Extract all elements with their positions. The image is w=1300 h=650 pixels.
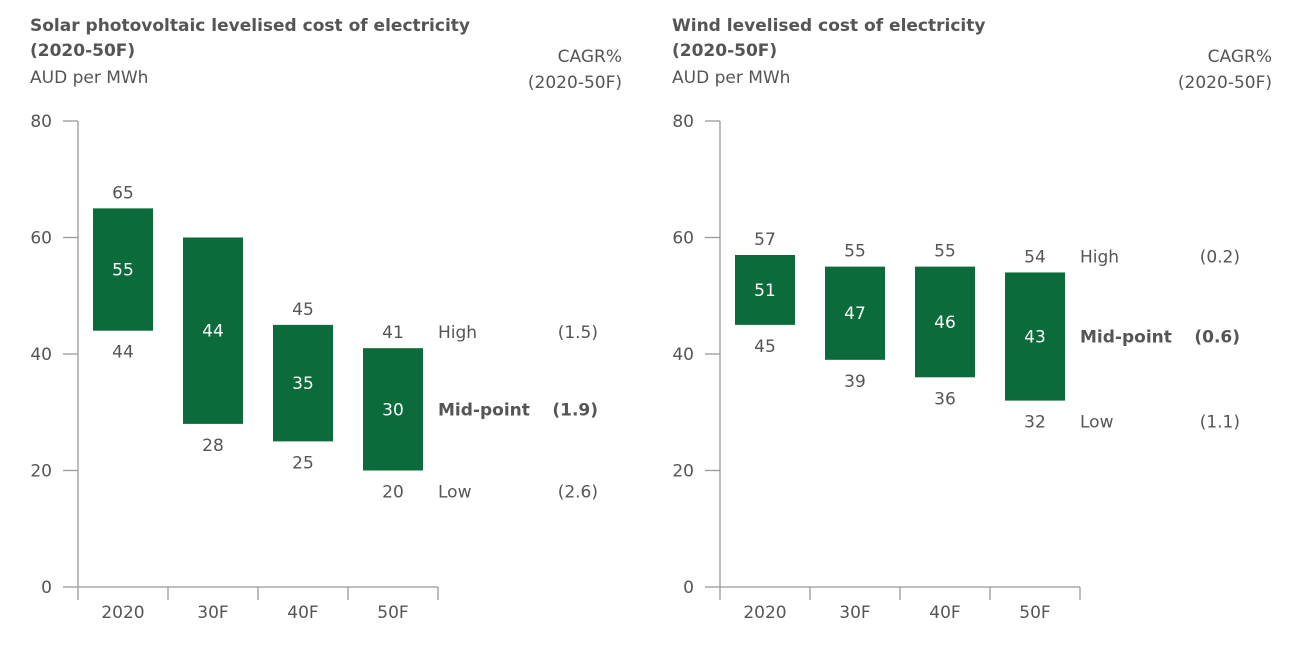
title-line: (2020-50F) [672, 41, 778, 61]
high-label: 41 [382, 323, 404, 343]
low-label: 39 [844, 372, 866, 392]
y-tick-label: 0 [683, 578, 694, 598]
mid-label: 44 [202, 322, 224, 342]
legend-label: Mid-point [438, 400, 530, 420]
solar-plot: 0 20 40 60 80 2020 65 55 44 30F 44 28 40F 45 35 25 50F 41… [30, 112, 598, 623]
x-tick-label: 2020 [101, 603, 144, 623]
high-label: 45 [292, 300, 314, 320]
legend-label: Mid-point [1080, 328, 1172, 348]
y-tick-label: 60 [30, 229, 52, 249]
cagr-header: CAGR% (2020-50F) [1178, 44, 1272, 96]
legend-label: Low [1080, 413, 1114, 433]
x-tick-label: 2020 [743, 603, 786, 623]
low-label: 25 [292, 453, 314, 473]
cagr-value: (0.2) [1200, 247, 1240, 267]
low-label: 45 [754, 337, 776, 357]
mid-label: 46 [934, 313, 956, 333]
mid-label: 30 [382, 400, 404, 420]
cagr-value: (1.5) [558, 323, 598, 343]
chart-title: Wind levelised cost of electricity (2020… [672, 14, 985, 64]
y-tick-label: 40 [672, 345, 694, 365]
y-tick-label: 0 [41, 578, 52, 598]
cagr-header-line: CAGR% [1207, 47, 1272, 67]
range-bar [915, 266, 975, 378]
high-label: 65 [112, 183, 134, 203]
cagr-value: (1.9) [552, 400, 598, 420]
mid-label: 51 [754, 281, 776, 301]
high-label: 55 [934, 242, 956, 262]
y-tick-label: 60 [672, 229, 694, 249]
cagr-value: (1.1) [1200, 413, 1240, 433]
range-bar [93, 208, 153, 331]
wind-plot: 0 20 40 60 80 2020 57 51 45 30F 55 47 39 40F 55 46 36 50F… [672, 112, 1240, 623]
low-label: 32 [1024, 413, 1046, 433]
x-tick-label: 50F [1019, 603, 1050, 623]
range-bar [183, 237, 243, 424]
mid-label: 47 [844, 304, 866, 324]
low-label: 20 [382, 483, 404, 503]
x-tick-label: 50F [377, 603, 408, 623]
y-tick-label: 20 [672, 462, 694, 482]
x-tick-label: 30F [839, 603, 870, 623]
high-label: 54 [1024, 247, 1046, 267]
legend-label: High [438, 323, 477, 343]
mid-label: 35 [292, 374, 314, 394]
y-axis-label: AUD per MWh [30, 68, 149, 88]
range-bar [735, 254, 795, 325]
y-tick-label: 20 [30, 462, 52, 482]
cagr-value: (0.6) [1194, 328, 1240, 348]
chart-title: Solar photovoltaic levelised cost of ele… [30, 14, 470, 64]
legend-label: Low [438, 483, 472, 503]
high-label: 55 [844, 242, 866, 262]
cagr-header: CAGR% (2020-50F) [528, 44, 622, 96]
range-bar [1005, 272, 1065, 401]
low-label: 36 [934, 389, 956, 409]
legend-label: High [1080, 247, 1119, 267]
title-line: Wind levelised cost of electricity [672, 16, 986, 36]
range-bar [825, 266, 885, 360]
low-label: 28 [202, 436, 224, 456]
solar-chart-panel: Solar photovoltaic levelised cost of ele… [30, 0, 650, 650]
cagr-header-line: (2020-50F) [527, 73, 622, 93]
y-tick-label: 40 [30, 345, 52, 365]
cagr-header-line: (2020-50F) [1177, 73, 1272, 93]
low-label: 44 [112, 343, 134, 363]
wind-chart-panel: Wind levelised cost of electricity (2020… [672, 0, 1292, 650]
x-tick-label: 40F [287, 603, 318, 623]
y-tick-label: 80 [672, 112, 694, 132]
title-line: Solar photovoltaic levelised cost of ele… [30, 16, 470, 36]
mid-label: 55 [112, 261, 134, 281]
x-tick-label: 40F [929, 603, 960, 623]
y-axis-label: AUD per MWh [672, 68, 791, 88]
y-tick-label: 80 [30, 112, 52, 132]
title-line: (2020-50F) [30, 41, 136, 61]
high-label: 57 [754, 230, 776, 250]
range-bar [363, 348, 423, 471]
cagr-value: (2.6) [558, 483, 598, 503]
cagr-header-line: CAGR% [557, 47, 622, 67]
mid-label: 43 [1024, 328, 1046, 348]
x-tick-label: 30F [197, 603, 228, 623]
range-bar [273, 324, 333, 442]
